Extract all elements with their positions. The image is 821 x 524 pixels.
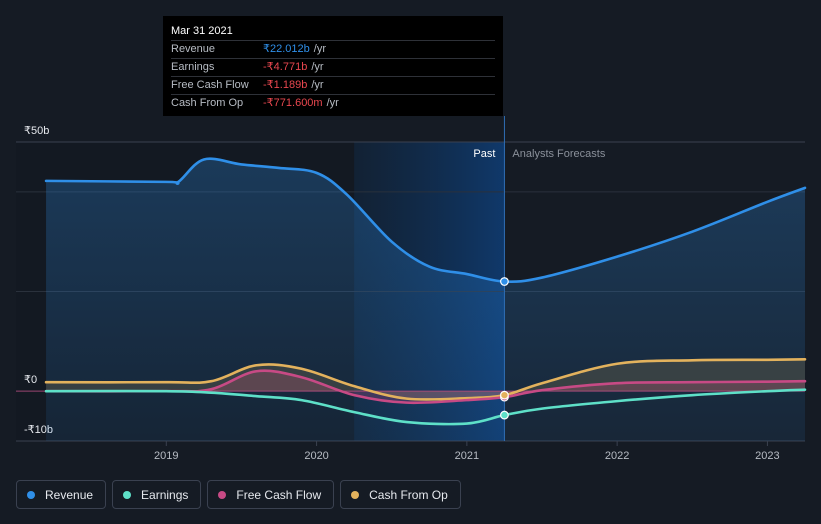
tooltip-value: -₹771.600m	[263, 97, 323, 109]
x-tick-label: 2019	[154, 450, 178, 462]
series-line-cash-from-op	[44, 357, 807, 401]
legend-label: Free Cash Flow	[236, 487, 322, 502]
past-label: Past	[473, 148, 495, 160]
tooltip-date: Mar 31 2021	[171, 25, 233, 37]
tooltip-value: -₹1.189b	[263, 79, 308, 91]
data-point-revenue	[500, 277, 509, 286]
legend-item-free-cash-flow[interactable]: Free Cash Flow	[207, 480, 335, 509]
legend-label: Revenue	[45, 487, 94, 502]
tooltip-suffix: /yr	[326, 97, 339, 109]
legend-item-cash-from-op[interactable]: Cash From Op	[340, 480, 461, 509]
series-line-free-cash-flow	[44, 369, 807, 405]
legend-item-earnings[interactable]: Earnings	[112, 480, 202, 509]
tooltip-panel: Mar 31 2021 Revenue ₹22.012b /yr Earning…	[163, 16, 503, 116]
tooltip-label: Earnings	[171, 61, 215, 73]
tooltip-row-free-cash-flow: Free Cash Flow -₹1.189b /yr	[171, 76, 495, 94]
y-axis-label: -₹10b	[24, 424, 53, 436]
tooltip-value: ₹22.012b	[263, 43, 310, 55]
legend-label: Earnings	[141, 487, 189, 502]
legend-dot-icon	[218, 490, 227, 499]
tooltip-label: Free Cash Flow	[171, 79, 249, 91]
tooltip-suffix: /yr	[313, 43, 326, 55]
tooltip-row-revenue: Revenue ₹22.012b /yr	[171, 40, 495, 58]
x-tick-label: 2022	[605, 450, 629, 462]
series-line-earnings	[44, 388, 807, 426]
series-line-revenue	[44, 157, 807, 284]
x-tick-label: 2023	[755, 450, 779, 462]
tooltip-value: -₹4.771b	[263, 61, 308, 73]
legend-dot-icon	[123, 490, 132, 499]
series-area-revenue	[46, 158, 806, 441]
data-point-cash-from-op	[500, 390, 509, 400]
series-area-free-cash-flow	[46, 370, 806, 403]
tooltip-row-cash-from-op: Cash From Op -₹771.600m /yr	[171, 94, 495, 112]
tooltip-label: Revenue	[171, 43, 216, 55]
legend-dot-icon	[351, 490, 360, 499]
series-area-cash-from-op	[46, 359, 806, 400]
forecast-label: Analysts Forecasts	[512, 148, 605, 160]
tooltip-suffix: /yr	[311, 61, 324, 73]
legend-dot-icon	[27, 490, 35, 499]
data-point-earnings	[500, 410, 509, 420]
legend-item-revenue[interactable]: Revenue	[16, 480, 107, 509]
y-axis-label: ₹50b	[24, 125, 49, 137]
y-axis-label: ₹0	[24, 374, 37, 386]
tooltip-row-earnings: Earnings -₹4.771b /yr	[171, 58, 495, 76]
tooltip-suffix: /yr	[311, 79, 324, 91]
x-tick-label: 2020	[304, 450, 328, 462]
tooltip-label: Cash From Op	[171, 97, 244, 109]
legend: Revenue Earnings Free Cash Flow Cash Fro…	[16, 480, 461, 509]
x-tick-label: 2021	[455, 450, 479, 462]
legend-label: Cash From Op	[369, 487, 448, 502]
